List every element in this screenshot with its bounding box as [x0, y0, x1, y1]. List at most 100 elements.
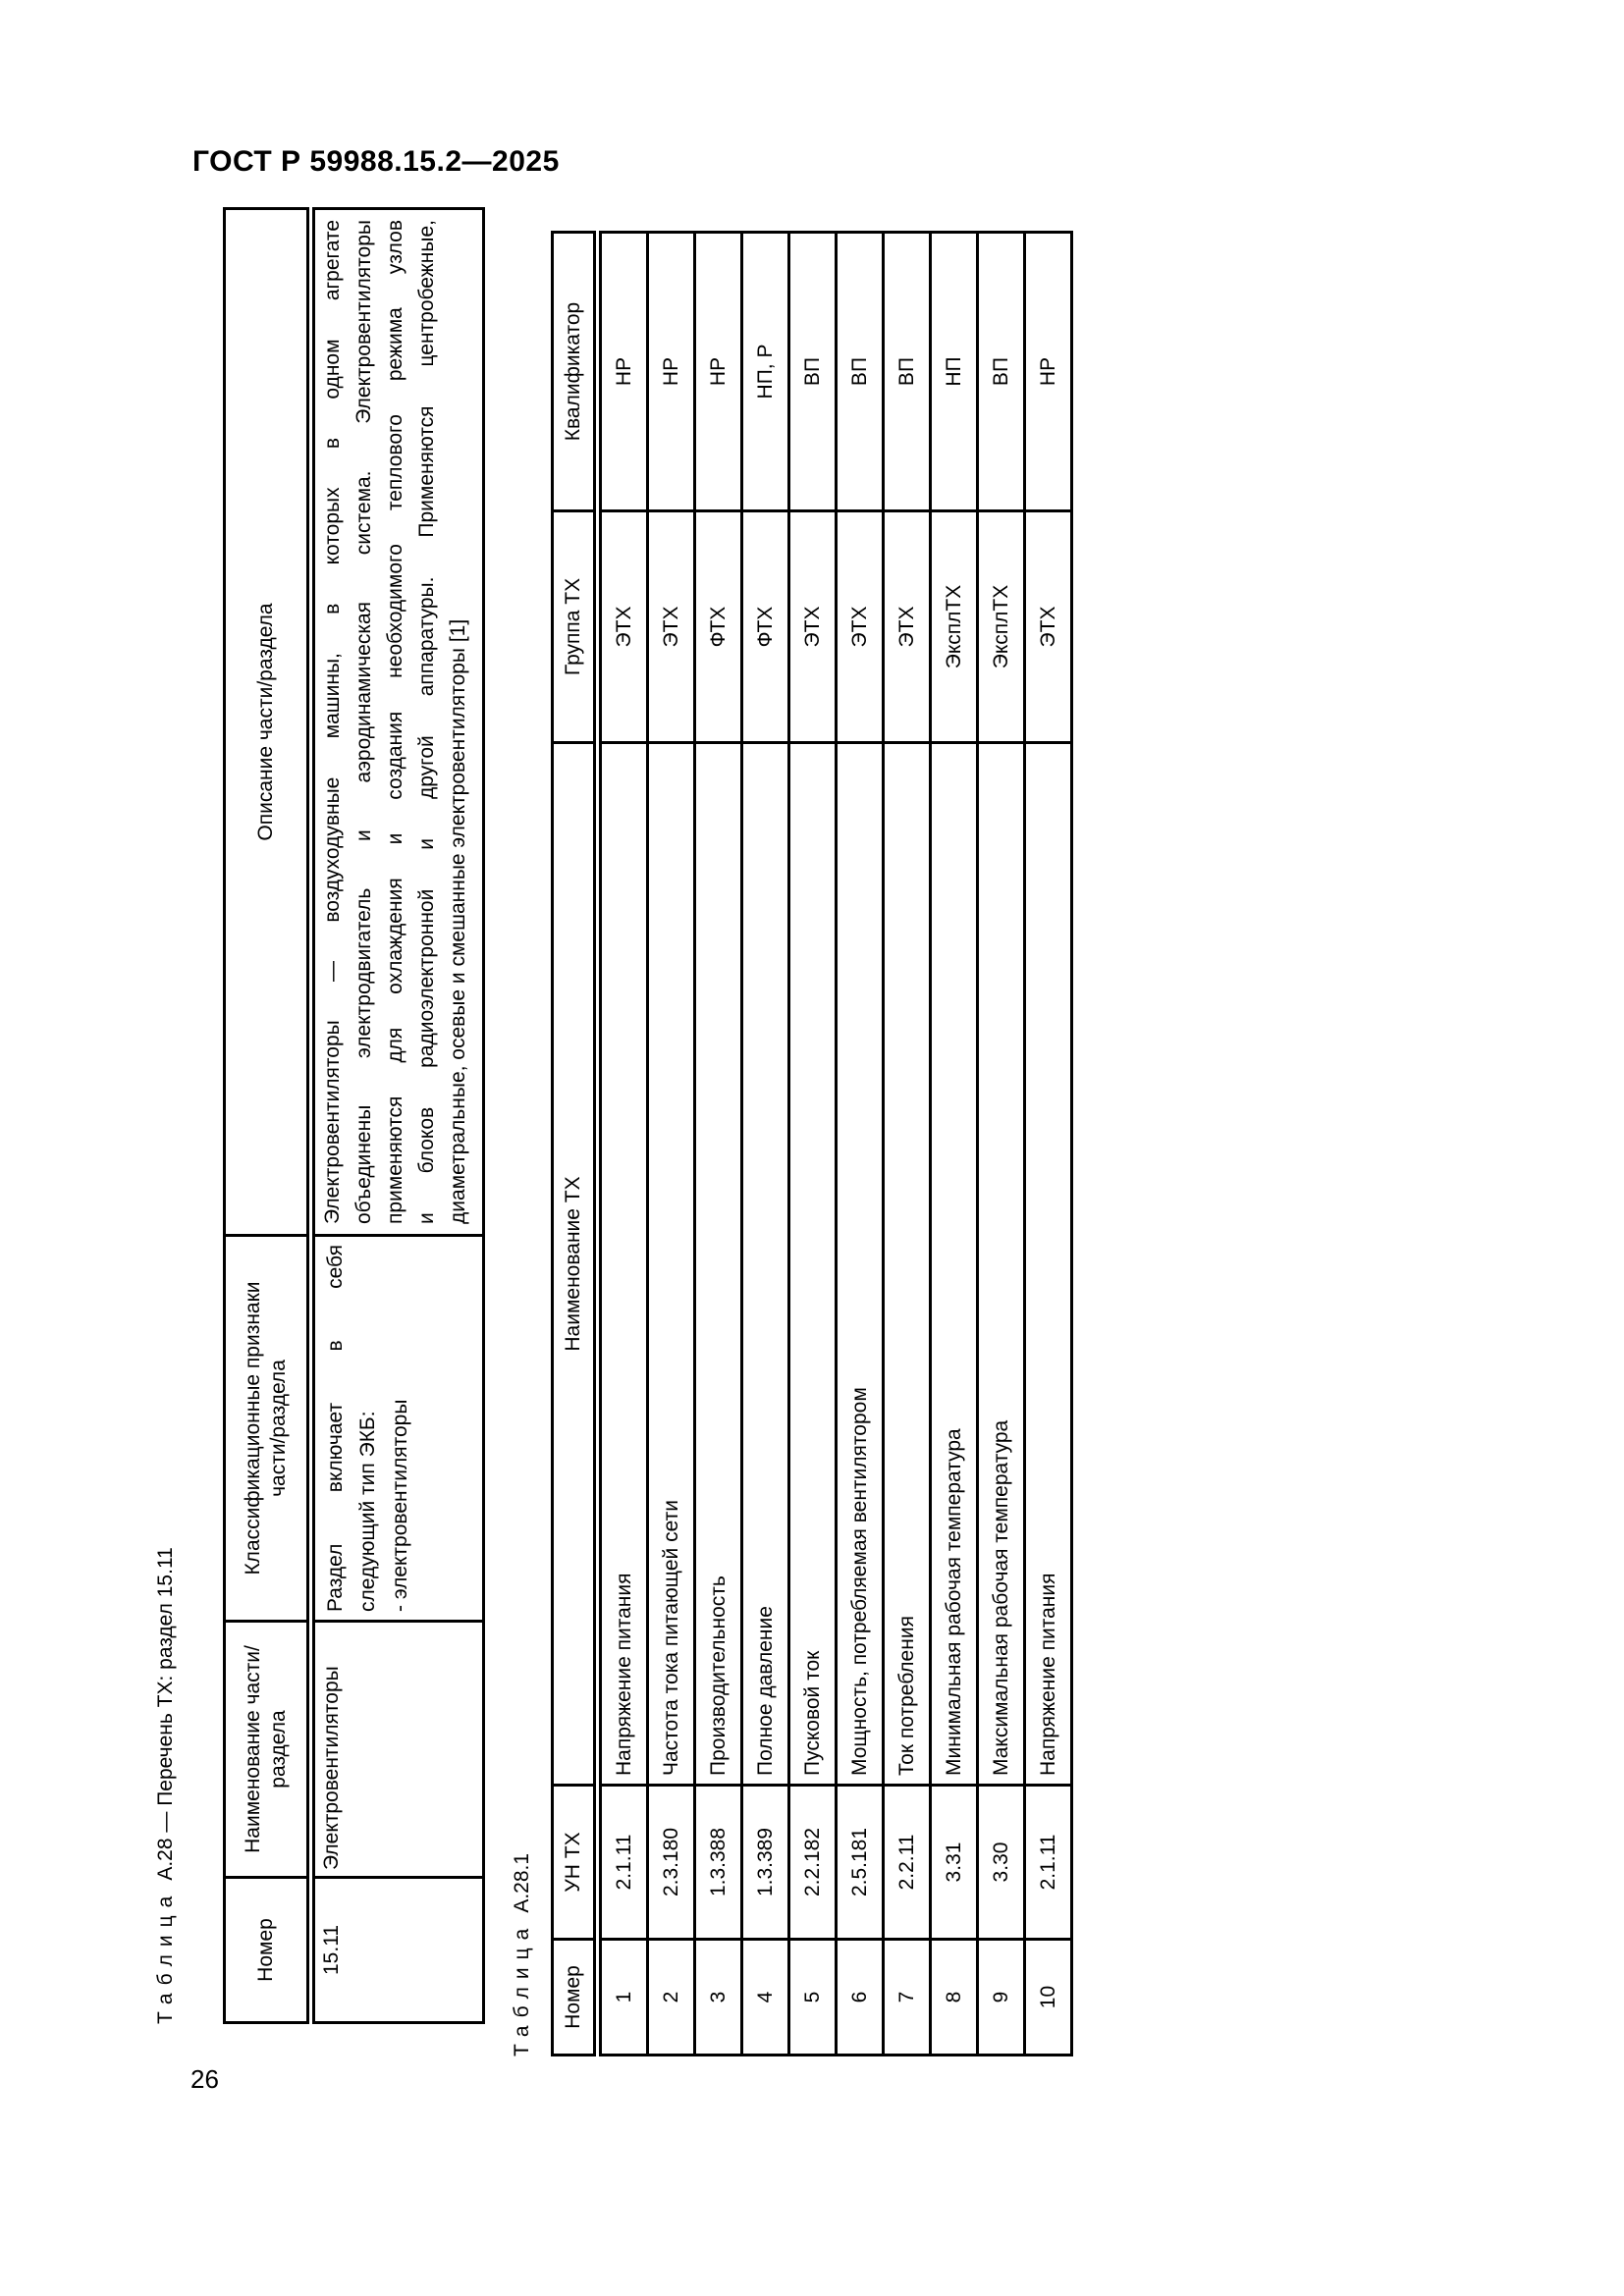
- cell-name-tx: Частота тока питающей сети: [647, 742, 695, 1786]
- description-line5: диаметральные, осевые и смешанные электр…: [447, 618, 469, 1224]
- col-header-un-tx: УН ТХ: [552, 1785, 598, 1940]
- table-a28: Номер Наименование части/ раздела Класси…: [223, 207, 485, 2024]
- cell-group-tx: ЭТХ: [788, 510, 837, 743]
- table-row: 10 2.1.11 Напряжение питания ЭТХ НР: [1024, 232, 1072, 2056]
- cell-name-tx: Напряжение питания: [1024, 742, 1072, 1786]
- classification-line2: следующий тип ЭКБ:: [356, 1411, 379, 1612]
- cell-name-tx: Пусковой ток: [788, 742, 837, 1786]
- cell-qualifier: НР: [1024, 232, 1072, 511]
- table-row: 6 2.5.181 Мощность, потребляемая вентиля…: [836, 232, 884, 2056]
- table-row: 4 1.3.389 Полное давление ФТХ НП, Р: [741, 232, 789, 2056]
- table-row: 1 2.1.11 Напряжение питания ЭТХ НР: [597, 232, 648, 2056]
- col-header-group-tx: Группа ТХ: [552, 510, 598, 743]
- cell-name-tx: Ток потребления: [883, 742, 931, 1786]
- col-header-number: Номер: [552, 1939, 598, 2056]
- table-a28-1-block: Таблица А.28.1 Номер УН ТХ Наименование Т…: [509, 231, 1073, 2056]
- cell-un-tx: 1.3.389: [741, 1785, 789, 1940]
- table-row: 8 3.31 Минимальная рабочая температура Э…: [930, 232, 978, 2056]
- col-header-description: Описание части/раздела: [224, 208, 311, 1236]
- cell-name-tx: Производительность: [694, 742, 742, 1786]
- col-header-classification-line1: Классификационные признаки: [242, 1281, 264, 1575]
- table-a28-1-title-rest: А.28.1: [511, 1852, 533, 1913]
- table-row: 2 2.3.180 Частота тока питающей сети ЭТХ…: [647, 232, 695, 2056]
- cell-name-tx: Максимальная рабочая температура: [977, 742, 1025, 1786]
- cell-qualifier: НП: [930, 232, 978, 511]
- col-header-name-tx: Наименование ТХ: [552, 742, 598, 1786]
- cell-un-tx: 2.5.181: [836, 1785, 884, 1940]
- cell-un-tx: 2.1.11: [1024, 1785, 1072, 1940]
- cell-un-tx: 2.2.182: [788, 1785, 837, 1940]
- table-a28-1-title-word: Таблица: [511, 1920, 533, 2056]
- col-header-part-name-line1: Наименование части/: [242, 1645, 264, 1853]
- cell-qualifier: ВП: [788, 232, 837, 511]
- cell-number: 10: [1024, 1939, 1072, 2056]
- table-a28-block: ТаблицаА.28 — Перечень ТХ: раздел 15.11 …: [152, 207, 491, 2024]
- classification-line3: - электровентиляторы: [389, 1399, 411, 1612]
- cell-number: 2: [647, 1939, 695, 2056]
- cell-group-tx: ЭТХ: [597, 510, 648, 743]
- cell-un-tx: 2.3.180: [647, 1785, 695, 1940]
- cell-group-tx: ЭТХ: [836, 510, 884, 743]
- cell-group-tx: ФТХ: [694, 510, 742, 743]
- classification-line1: Раздел включает в себя: [324, 1245, 347, 1612]
- table-row: 5 2.2.182 Пусковой ток ЭТХ ВП: [788, 232, 837, 2056]
- table-a28-header-row: Номер Наименование части/ раздела Класси…: [224, 208, 311, 2023]
- description-line1: Электровентиляторы — воздуходувные машин…: [321, 220, 344, 1224]
- table-a28-1-title: Таблица А.28.1: [509, 231, 536, 2056]
- table-a28-1-header-row: Номер УН ТХ Наименование ТХ Группа ТХ Кв…: [552, 232, 598, 2056]
- cell-un-tx: 2.2.11: [883, 1785, 931, 1940]
- cell-name-tx: Минимальная рабочая температура: [930, 742, 978, 1786]
- cell-classification: Раздел включает в себя следующий тип ЭКБ…: [310, 1235, 484, 1622]
- table-a28-title-word: Таблица: [154, 1888, 177, 2024]
- table-a28-title-rest: А.28 — Перечень ТХ: раздел 15.11: [154, 1547, 177, 1881]
- cell-group-tx: ЭТХ: [647, 510, 695, 743]
- col-header-qualifier: Квалификатор: [552, 232, 598, 511]
- cell-section-name: Электровентиляторы: [310, 1621, 484, 1878]
- description-line4: и блоков радиоэлектронной и другой аппар…: [415, 220, 438, 1224]
- cell-name-tx: Напряжение питания: [597, 742, 648, 1786]
- col-header-classification: Классификационные признаки части/раздела: [224, 1235, 311, 1622]
- cell-qualifier: НР: [647, 232, 695, 511]
- cell-qualifier: ВП: [836, 232, 884, 511]
- cell-un-tx: 3.31: [930, 1785, 978, 1940]
- cell-number: 9: [977, 1939, 1025, 2056]
- cell-un-tx: 2.1.11: [597, 1785, 648, 1940]
- cell-number: 4: [741, 1939, 789, 2056]
- cell-section-number: 15.11: [310, 1877, 484, 2023]
- cell-group-tx: ЭТХ: [1024, 510, 1072, 743]
- table-a28-data-row: 15.11 Электровентиляторы Раздел включает…: [310, 208, 484, 2023]
- table-row: 9 3.30 Максимальная рабочая температура …: [977, 232, 1025, 2056]
- cell-number: 8: [930, 1939, 978, 2056]
- cell-un-tx: 1.3.388: [694, 1785, 742, 1940]
- description-line2: объединены электродвигатель и аэродинами…: [352, 220, 375, 1224]
- standard-code: ГОСТ Р 59988.15.2—2025: [192, 145, 560, 178]
- cell-group-tx: ФТХ: [741, 510, 789, 743]
- cell-qualifier: НП, Р: [741, 232, 789, 511]
- cell-number: 5: [788, 1939, 837, 2056]
- col-header-number: Номер: [224, 1877, 311, 2023]
- table-row: 7 2.2.11 Ток потребления ЭТХ ВП: [883, 232, 931, 2056]
- cell-group-tx: ЭТХ: [883, 510, 931, 743]
- cell-qualifier: НР: [694, 232, 742, 511]
- page-number: 26: [190, 2064, 219, 2094]
- col-header-classification-line2: части/раздела: [267, 1360, 290, 1497]
- cell-qualifier: ВП: [977, 232, 1025, 511]
- col-header-part-name-line2: раздела: [267, 1710, 290, 1789]
- cell-group-tx: ЭксплТХ: [977, 510, 1025, 743]
- cell-number: 7: [883, 1939, 931, 2056]
- cell-name-tx: Мощность, потребляемая вентилятором: [836, 742, 884, 1786]
- table-a28-1: Номер УН ТХ Наименование ТХ Группа ТХ Кв…: [551, 231, 1073, 2056]
- cell-qualifier: НР: [597, 232, 648, 511]
- table-row: 3 1.3.388 Производительность ФТХ НР: [694, 232, 742, 2056]
- cell-description: Электровентиляторы — воздуходувные машин…: [310, 208, 484, 1236]
- cell-group-tx: ЭксплТХ: [930, 510, 978, 743]
- table-a28-title: Таблица А.28 — Перечень ТХ: раздел 15.11: [152, 208, 180, 2024]
- col-header-part-name: Наименование части/ раздела: [224, 1621, 311, 1878]
- cell-number: 3: [694, 1939, 742, 2056]
- cell-qualifier: ВП: [883, 232, 931, 511]
- cell-number: 1: [597, 1939, 648, 2056]
- cell-number: 6: [836, 1939, 884, 2056]
- cell-name-tx: Полное давление: [741, 742, 789, 1786]
- cell-un-tx: 3.30: [977, 1785, 1025, 1940]
